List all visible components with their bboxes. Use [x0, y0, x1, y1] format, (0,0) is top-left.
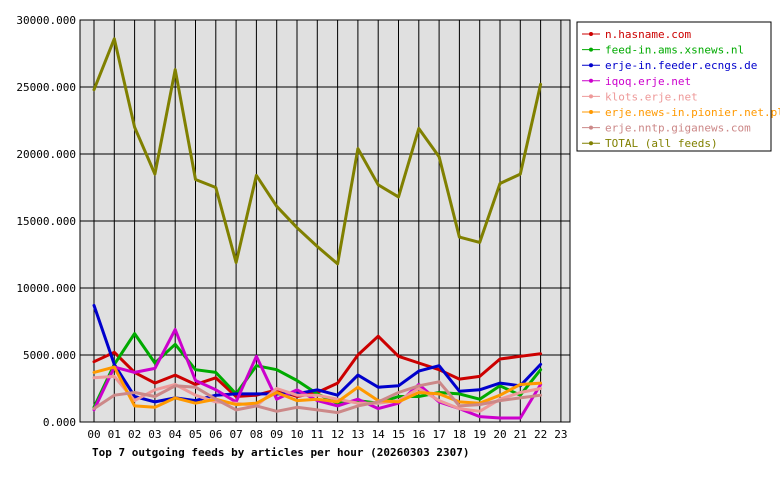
x-tick-label: 13: [351, 428, 364, 441]
legend-label: erje-in.feeder.ecngs.de: [605, 59, 757, 72]
legend-label: klots.erje.net: [605, 90, 698, 103]
x-tick-label: 08: [250, 428, 263, 441]
legend-swatch-marker: [589, 78, 593, 83]
x-tick-label: 07: [229, 428, 242, 441]
x-tick-label: 00: [87, 428, 100, 441]
x-tick-label: 01: [108, 428, 121, 441]
plot-frame: [79, 19, 571, 423]
axis-ticks: 0.000 5000.000 10000.000 15000.000 20000.000…: [16, 14, 567, 441]
legend-swatch-marker: [589, 63, 593, 68]
series-line-6: [92, 380, 543, 415]
x-tick-label: 02: [128, 428, 141, 441]
y-tick-label: 20000.000: [16, 148, 76, 161]
x-tick-label: 17: [432, 428, 445, 441]
x-tick-label: 15: [392, 428, 405, 441]
x-tick-label: 18: [453, 428, 466, 441]
legend-swatch-marker: [589, 32, 593, 36]
x-tick-label: 19: [473, 428, 486, 441]
y-tick-label: 5000.000: [23, 349, 76, 362]
series-line-7: [92, 37, 543, 266]
x-tick-label: 06: [209, 428, 222, 441]
y-tick-label: 0.000: [43, 416, 76, 429]
x-tick-label: 03: [148, 428, 161, 441]
legend-swatch-marker: [589, 141, 593, 146]
x-tick-label: 05: [189, 428, 202, 441]
legend-swatch-marker: [589, 94, 593, 99]
legend: n.hasname.com feed-in.ams.xsnews.nl erje-i…: [576, 21, 780, 152]
x-tick-label: 10: [290, 428, 303, 441]
y-tick-label: 30000.000: [16, 14, 76, 27]
grid-lines: [80, 20, 570, 422]
y-tick-label: 10000.000: [16, 282, 76, 295]
chart-title: Top 7 outgoing feeds by articles per hou…: [92, 446, 470, 459]
x-tick-label: 09: [270, 428, 283, 441]
x-tick-label: 21: [514, 428, 527, 441]
x-tick-label: 12: [331, 428, 344, 441]
series-line-4: [92, 374, 543, 413]
legend-label: TOTAL (all feeds): [605, 137, 718, 150]
x-tick-label: 14: [372, 428, 386, 441]
legend-label: erje.nntp.giganews.com: [605, 122, 751, 135]
legend-label: iqoq.erje.net: [605, 75, 691, 88]
x-tick-label: 16: [412, 428, 425, 441]
legend-swatch-marker: [589, 110, 593, 114]
x-tick-label: 22: [534, 428, 547, 441]
series-line-5: [92, 365, 543, 409]
y-tick-label: 25000.000: [16, 81, 76, 94]
x-tick-label: 23: [554, 428, 567, 441]
x-tick-label: 11: [311, 428, 324, 441]
legend-swatch-marker: [589, 47, 593, 52]
legend-swatch-marker: [589, 125, 593, 130]
legend-label: erje.news-in.pionier.net.pl: [605, 106, 780, 119]
legend-label: feed-in.ams.xsnews.nl: [605, 44, 744, 57]
y-tick-label: 15000.000: [16, 215, 76, 228]
legend-label: n.hasname.com: [605, 28, 691, 41]
x-tick-label: 04: [169, 428, 183, 441]
series-lines: [92, 37, 543, 420]
series-line-2: [92, 303, 543, 404]
x-tick-label: 20: [493, 428, 506, 441]
legend-box: [576, 21, 772, 152]
